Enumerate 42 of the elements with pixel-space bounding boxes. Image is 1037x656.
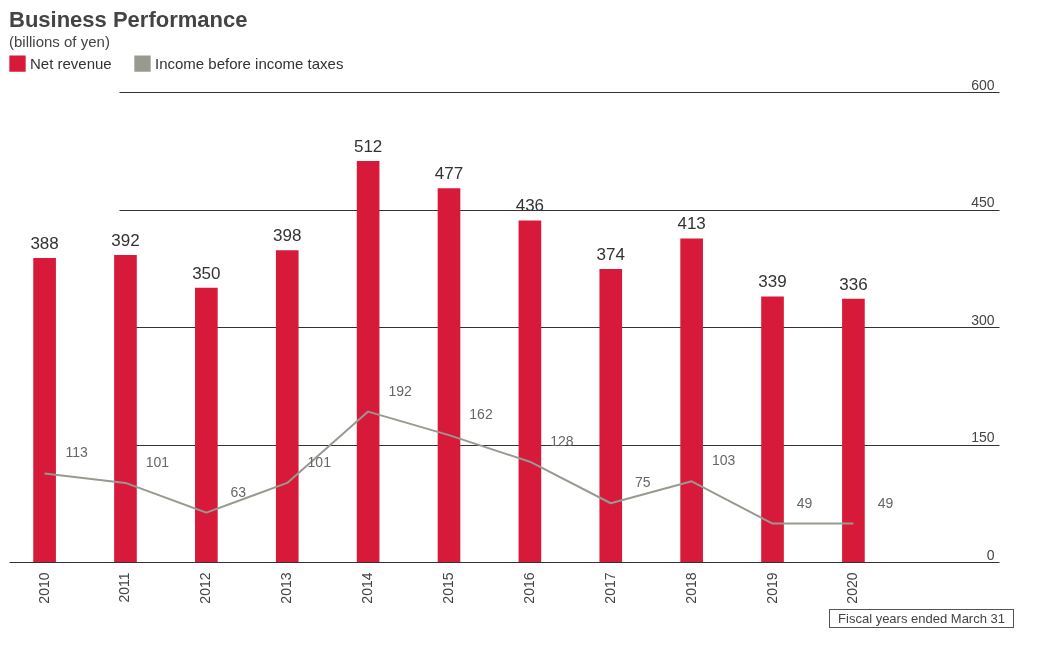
chart-subtitle: (billions of yen) <box>9 33 110 50</box>
x-tick-label: 2020 <box>844 572 861 604</box>
text: Fiscal years ended March 31 <box>829 609 1014 628</box>
data-label: 101 <box>145 453 170 470</box>
data-label: 388 <box>30 234 59 254</box>
data-label: 398 <box>273 226 302 246</box>
chart-title: Business Performance <box>9 7 248 32</box>
y-tick-label: 150 <box>971 429 995 445</box>
data-label: 477 <box>434 164 464 184</box>
data-label: 512 <box>353 136 383 156</box>
x-tick-label: 2010 <box>35 572 52 604</box>
data-label: 49 <box>877 494 894 511</box>
data-label: 413 <box>677 214 706 234</box>
y-tick-label: 0 <box>986 546 995 563</box>
data-label: 374 <box>596 245 625 265</box>
x-tick-label: 2017 <box>601 572 618 604</box>
x-tick-label: 2018 <box>682 572 699 604</box>
x-tick-label: 2011 <box>116 572 133 603</box>
x-tick-label: 2015 <box>440 572 456 604</box>
x-tick-label: 2016 <box>520 572 537 604</box>
legend-label: Income before income taxes <box>155 54 344 72</box>
data-label: 350 <box>192 263 221 283</box>
data-label: 162 <box>469 406 493 423</box>
data-label: 192 <box>388 382 413 399</box>
x-tick-label: 2014 <box>359 572 376 604</box>
data-label: 75 <box>634 474 651 491</box>
x-tick-label: 2019 <box>763 572 780 604</box>
data-label: 113 <box>65 444 88 461</box>
y-tick-label: 450 <box>971 194 995 210</box>
data-label: 392 <box>111 230 140 250</box>
data-label: 336 <box>839 274 868 294</box>
data-label: 128 <box>550 432 574 449</box>
data-label: 63 <box>230 483 247 500</box>
data-label: 339 <box>758 272 787 292</box>
x-tick-label: 2012 <box>197 572 214 604</box>
data-label: 49 <box>796 494 813 511</box>
y-tick-label: 600 <box>971 76 995 93</box>
data-label: 103 <box>711 452 736 469</box>
y-tick-label: 300 <box>971 311 995 328</box>
data-label: 101 <box>307 453 332 470</box>
legend-label: Net revenue <box>30 54 112 72</box>
x-tick-label: 2013 <box>278 572 295 604</box>
